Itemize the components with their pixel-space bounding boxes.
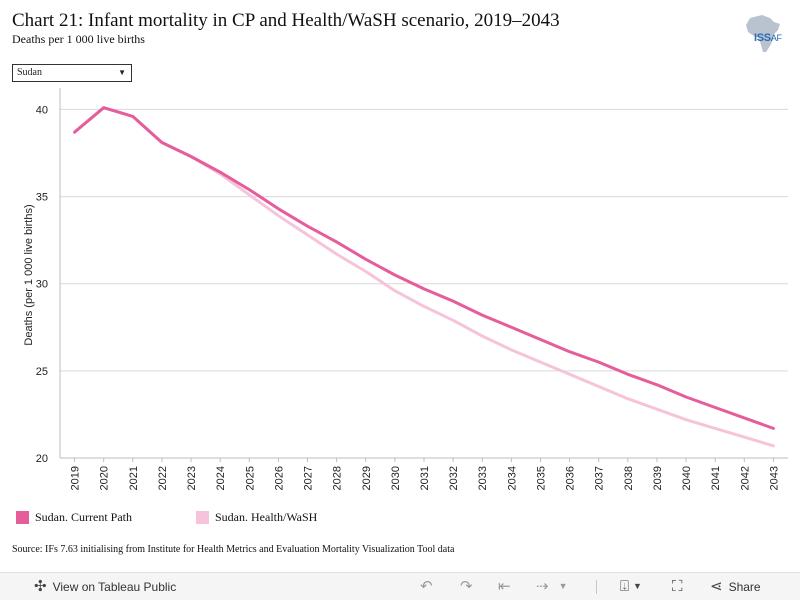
undo-icon: ↶ [420, 578, 433, 595]
legend-item-current-path[interactable]: Sudan. Current Path [16, 510, 132, 525]
x-tick-label: 2022 [157, 466, 169, 490]
x-tick-label: 2025 [244, 466, 256, 490]
x-tick-label: 2028 [332, 466, 344, 490]
x-tick-label: 2039 [652, 466, 664, 490]
series-line-health-wash [73, 106, 775, 448]
source-note: Source: IFs 7.63 initialising from Insti… [12, 544, 455, 555]
x-tick-label: 2021 [128, 466, 140, 490]
x-tick-label: 2042 [739, 466, 751, 490]
logo-text-iss: ISS [754, 32, 771, 44]
view-on-tableau-label: View on Tableau Public [52, 579, 177, 594]
redo-button[interactable]: ↷ [460, 579, 473, 594]
x-tick-label: 2031 [419, 466, 431, 490]
x-tick-label: 2026 [273, 466, 285, 490]
x-tick-label: 2024 [215, 466, 227, 490]
chart-title: Chart 21: Infant mortality in CP and Hea… [12, 10, 560, 31]
x-tick-label: 2023 [186, 466, 198, 490]
x-tick-label: 2019 [70, 466, 82, 490]
chevron-down-icon: ▼ [118, 68, 126, 77]
y-axis-label: Deaths (per 1 000 live births) [23, 204, 35, 345]
x-tick-label: 2035 [535, 466, 547, 490]
x-tick-label: 2027 [303, 466, 315, 490]
fullscreen-icon: ⛶ [672, 578, 683, 595]
x-tick-label: 2037 [594, 466, 606, 490]
refresh-icon: ⇢ [536, 578, 549, 595]
legend-swatch-current-path [16, 511, 29, 524]
x-tick-label: 2020 [99, 466, 111, 490]
x-tick-label: 2040 [681, 466, 693, 490]
x-tick-label: 2041 [710, 466, 722, 490]
country-filter-value: Sudan [17, 67, 42, 78]
country-filter-dropdown[interactable]: Sudan ▼ [12, 64, 132, 82]
series-line-current-path [73, 106, 775, 430]
logo-text-af: AF [770, 33, 782, 43]
africa-map-icon [746, 15, 780, 52]
gridlines [60, 108, 788, 459]
redo-icon: ↷ [460, 578, 473, 595]
chart-subtitle: Deaths per 1 000 live births [12, 32, 145, 46]
x-tick-label: 2030 [390, 466, 402, 490]
x-tick-label: 2043 [768, 466, 780, 490]
tableau-toolbar: ✣ View on Tableau Public ↶ ↷ ⇤ ⇢ ▼ ⍗ ▼ ⛶… [0, 572, 800, 600]
share-button[interactable]: ⋖ Share [710, 579, 761, 594]
share-icon: ⋖ [710, 578, 723, 595]
revert-button[interactable]: ⇤ [498, 579, 511, 594]
download-icon: ⍗ [620, 578, 630, 595]
legend-label-current-path: Sudan. Current Path [35, 510, 132, 524]
y-tick-label: 30 [36, 279, 48, 291]
tableau-icon: ✣ [34, 578, 47, 595]
legend-item-health-wash[interactable]: Sudan. Health/WaSH [196, 510, 317, 525]
view-on-tableau-public-link[interactable]: ✣ View on Tableau Public [34, 579, 176, 594]
toolbar-divider [596, 580, 597, 594]
iss-africa-logo: ISSAF [740, 12, 788, 56]
download-button[interactable]: ⍗ ▼ [620, 579, 642, 594]
y-tick-label: 40 [36, 104, 48, 116]
x-tick-label: 2029 [361, 466, 373, 490]
x-tick-label: 2034 [506, 466, 518, 490]
x-tick-label: 2033 [477, 466, 489, 490]
y-tick-label: 25 [36, 366, 48, 378]
fullscreen-button[interactable]: ⛶ [672, 579, 683, 594]
y-tick-label: 20 [36, 453, 48, 465]
y-tick-label: 35 [36, 192, 48, 204]
refresh-button[interactable]: ⇢ ▼ [536, 579, 568, 594]
x-tick-label: 2036 [565, 466, 577, 490]
legend-label-health-wash: Sudan. Health/WaSH [215, 510, 318, 524]
chevron-down-icon: ▼ [558, 581, 568, 591]
logo-text: ISSAF [754, 32, 782, 44]
x-tick-label: 2032 [448, 466, 460, 490]
legend-swatch-health-wash [196, 511, 209, 524]
series-lines [73, 106, 775, 448]
share-label: Share [728, 579, 761, 594]
chevron-down-icon: ▼ [633, 581, 642, 591]
undo-button[interactable]: ↶ [420, 579, 433, 594]
x-tick-label: 2038 [623, 466, 635, 490]
revert-icon: ⇤ [498, 578, 511, 595]
